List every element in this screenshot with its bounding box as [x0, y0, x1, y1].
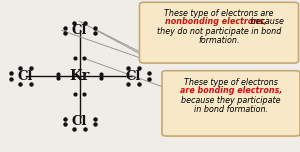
Text: in bond formation.: in bond formation. [194, 105, 268, 114]
Text: nonbonding electrons,: nonbonding electrons, [165, 17, 267, 26]
Text: are bonding electrons,: are bonding electrons, [180, 86, 282, 95]
FancyBboxPatch shape [140, 2, 298, 63]
Text: Cl: Cl [126, 69, 141, 83]
FancyBboxPatch shape [162, 71, 300, 136]
Text: Cl: Cl [72, 24, 87, 37]
Text: Cl: Cl [18, 69, 33, 83]
Text: because they participate: because they participate [181, 96, 281, 105]
Text: because: because [248, 17, 284, 26]
Text: Cl: Cl [72, 115, 87, 128]
Text: These type of electrons: These type of electrons [184, 78, 278, 86]
Text: they do not participate in bond: they do not participate in bond [157, 27, 281, 36]
Text: formation.: formation. [198, 36, 240, 45]
Text: Kr: Kr [69, 69, 90, 83]
Text: These type of electrons are: These type of electrons are [164, 9, 274, 18]
